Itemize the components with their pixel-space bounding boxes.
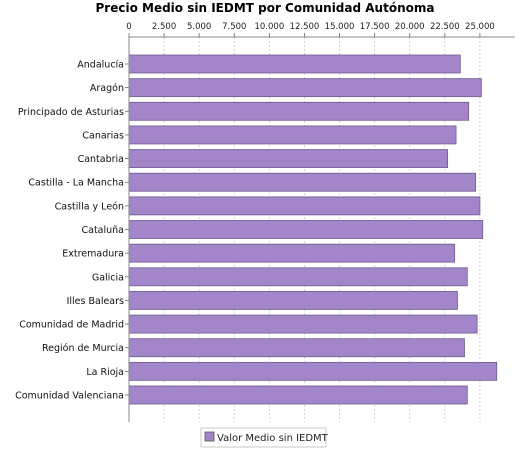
legend: Valor Medio sin IEDMT [200,427,329,448]
bar [128,385,468,405]
bar [128,172,477,192]
bar [128,149,449,168]
category-label: Comunidad de Madrid [19,320,124,331]
bar [128,243,456,263]
legend-swatch [204,431,215,442]
tick-label: 25.000 [465,22,495,32]
category-label: Cataluña [81,225,124,236]
category-labels: Andalucía Aragón Principado de Asturias Can… [15,60,129,402]
axes [128,33,515,422]
category-label: Andalucía [77,60,124,71]
bar [128,196,481,216]
bar [128,54,461,74]
category-label: La Rioja [86,367,124,378]
tick-label: 12.500 [290,22,320,32]
tick-label: 22.500 [430,22,460,32]
tick-label: 17.500 [360,22,390,32]
bar [128,125,457,145]
bar [128,267,468,287]
category-label: Comunidad Valenciana [15,391,124,402]
category-label: Illes Balears [67,296,124,307]
category-label: Aragón [90,83,124,94]
tick-label: 20.000 [395,22,425,32]
category-label: Principado de Asturias [18,107,124,118]
category-label: Galicia [92,272,124,283]
bar [128,361,498,381]
category-label: Cantabria [78,154,124,165]
legend-box [200,427,327,448]
bar [128,338,465,358]
tick-label: 15.000 [325,22,355,32]
bars [128,54,498,405]
tick-label: 2.500 [152,22,176,32]
tick-label: 0 [126,22,131,32]
tick-label: 7.500 [222,22,246,32]
bar [128,78,482,98]
category-label: Extremadura [62,249,124,260]
category-label: Castilla - La Mancha [28,178,124,189]
bar [128,314,478,334]
tick-label: 10.000 [254,22,284,32]
category-label: Castilla y León [55,201,124,212]
bar [128,101,470,121]
category-label: Región de Murcia [42,343,124,354]
legend-label: Valor Medio sin IEDMT [217,433,329,444]
bar [128,220,484,239]
tick-label: 5.000 [187,22,211,32]
bar [128,291,458,310]
x-axis-ticks: 0 2.500 5.000 7.500 10.000 12.500 15.000 17.500… [126,22,495,37]
chart-title: Precio Medio sin IEDMT por Comunidad Aut… [96,1,435,15]
category-label: Canarias [82,130,124,141]
